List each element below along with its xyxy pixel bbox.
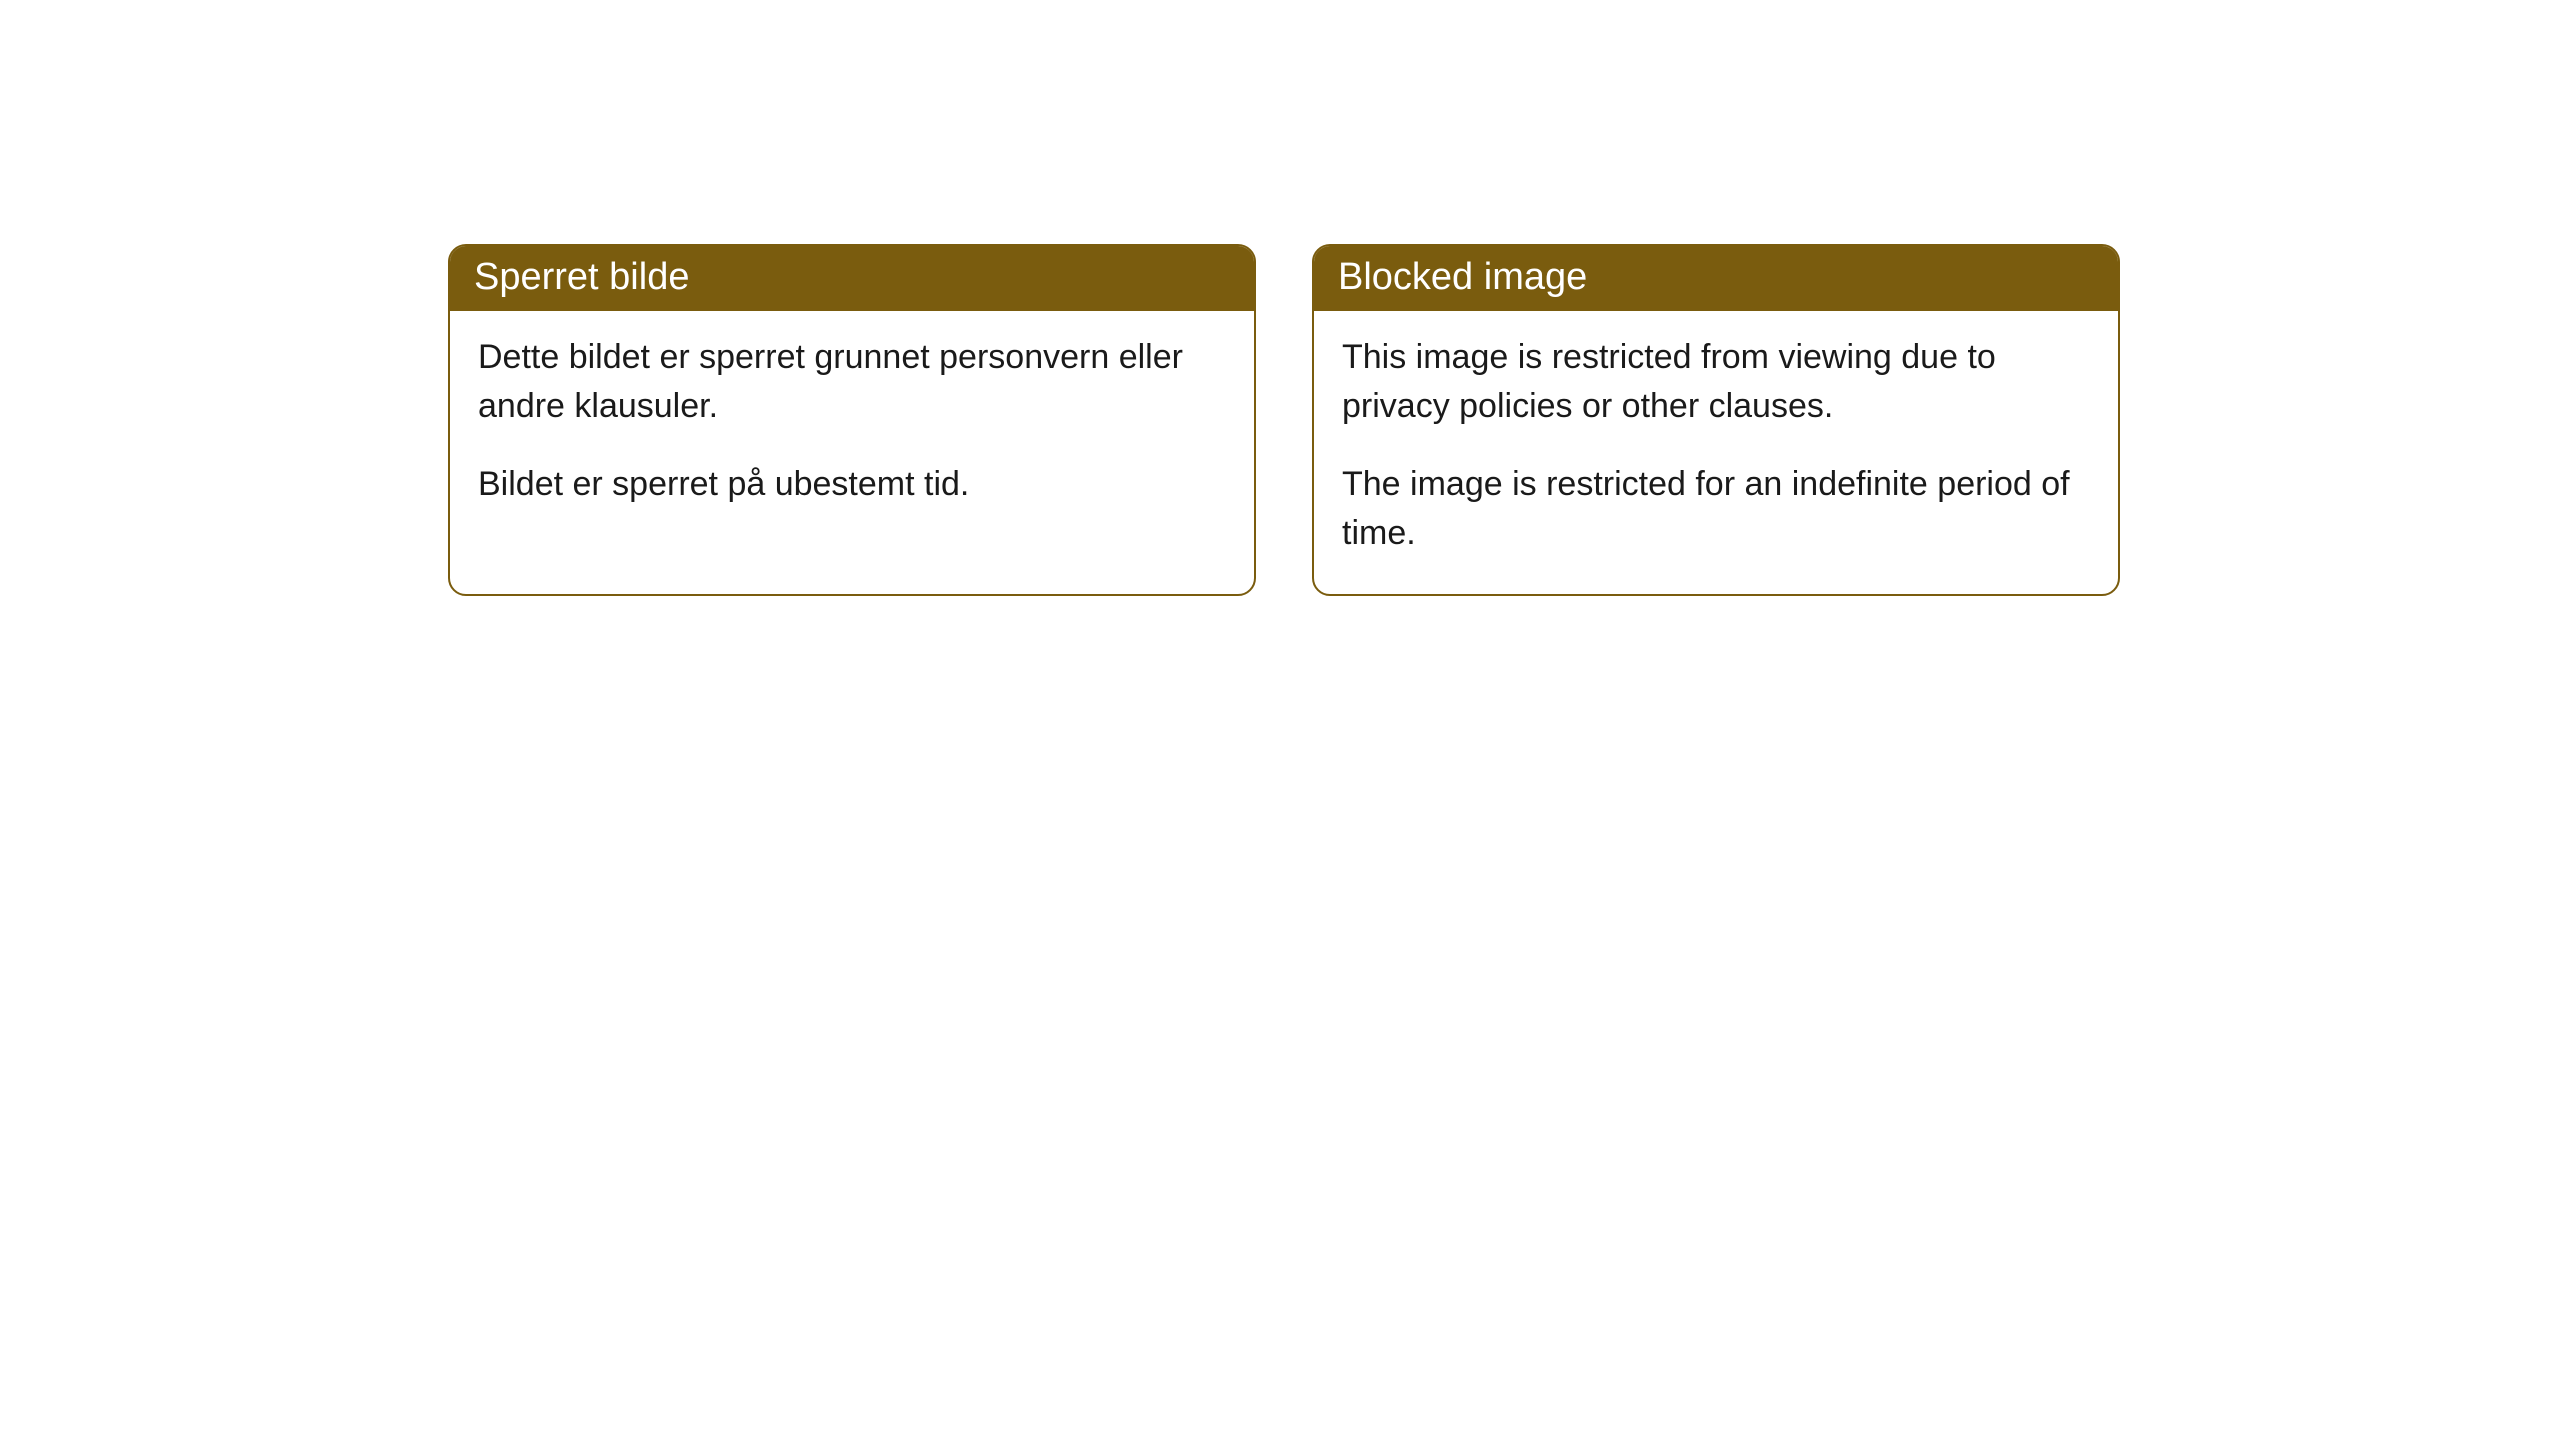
card-paragraph: Bildet er sperret på ubestemt tid. (478, 460, 1226, 509)
notice-card-english: Blocked image This image is restricted f… (1312, 244, 2120, 596)
notice-cards-container: Sperret bilde Dette bildet er sperret gr… (448, 244, 2120, 596)
card-paragraph: Dette bildet er sperret grunnet personve… (478, 333, 1226, 432)
card-title: Blocked image (1338, 256, 1587, 298)
card-paragraph: The image is restricted for an indefinit… (1342, 460, 2090, 559)
card-body-norwegian: Dette bildet er sperret grunnet personve… (450, 311, 1254, 545)
card-header-english: Blocked image (1314, 246, 2118, 311)
card-body-english: This image is restricted from viewing du… (1314, 311, 2118, 594)
card-header-norwegian: Sperret bilde (450, 246, 1254, 311)
card-title: Sperret bilde (474, 256, 689, 298)
card-paragraph: This image is restricted from viewing du… (1342, 333, 2090, 432)
notice-card-norwegian: Sperret bilde Dette bildet er sperret gr… (448, 244, 1256, 596)
